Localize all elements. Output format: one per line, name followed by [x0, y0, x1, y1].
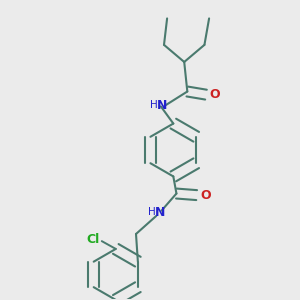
- Text: O: O: [210, 88, 220, 101]
- Text: Cl: Cl: [86, 233, 99, 246]
- Text: H: H: [150, 100, 158, 110]
- Text: N: N: [157, 99, 167, 112]
- Text: N: N: [155, 206, 166, 219]
- Text: O: O: [200, 189, 211, 202]
- Text: H: H: [148, 207, 156, 217]
